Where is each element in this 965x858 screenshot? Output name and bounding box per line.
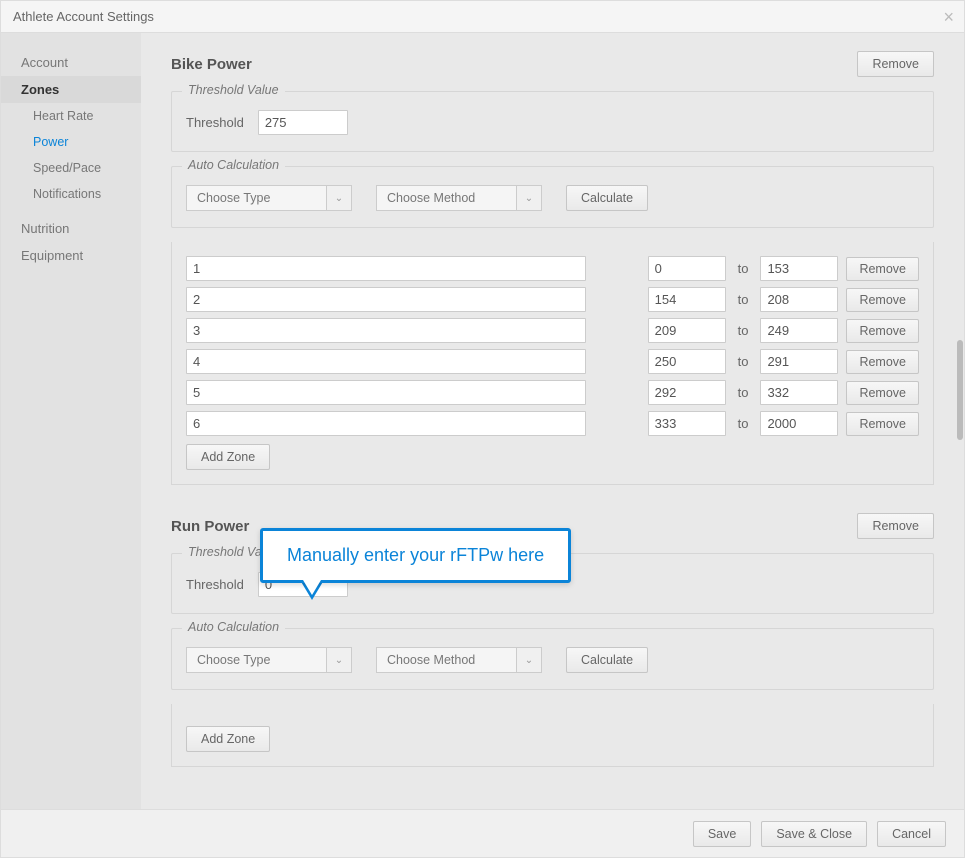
chevron-down-icon: ⌄ bbox=[516, 185, 542, 211]
callout-text: Manually enter your rFTPw here bbox=[287, 545, 544, 565]
autocalc-legend: Auto Calculation bbox=[182, 620, 285, 634]
threshold-label: Threshold bbox=[186, 577, 244, 592]
sidebar-item-notifications[interactable]: Notifications bbox=[1, 181, 141, 207]
autocalc-legend: Auto Calculation bbox=[182, 158, 285, 172]
zone-name-input[interactable] bbox=[186, 287, 586, 312]
zone-name-input[interactable] bbox=[186, 256, 586, 281]
threshold-legend: Threshold Value bbox=[182, 83, 285, 97]
zone-from-input[interactable] bbox=[648, 411, 726, 436]
threshold-label: Threshold bbox=[186, 115, 244, 130]
sidebar-item-account[interactable]: Account bbox=[1, 49, 141, 76]
chevron-down-icon: ⌄ bbox=[516, 647, 542, 673]
modal-title: Athlete Account Settings bbox=[13, 9, 154, 24]
modal-body: Account Zones Heart Rate Power Speed/Pac… bbox=[1, 33, 964, 809]
zone-remove-button[interactable]: Remove bbox=[846, 319, 919, 343]
sidebar-item-speed-pace[interactable]: Speed/Pace bbox=[1, 155, 141, 181]
modal-footer: Save Save & Close Cancel bbox=[1, 809, 964, 857]
choose-type-select[interactable]: Choose Type ⌄ bbox=[186, 185, 352, 211]
zone-from-input[interactable] bbox=[648, 349, 726, 374]
to-label: to bbox=[734, 323, 753, 338]
zone-from-input[interactable] bbox=[648, 287, 726, 312]
zone-name-input[interactable] bbox=[186, 349, 586, 374]
zone-row: to Remove bbox=[186, 380, 919, 405]
bike-calculate-button[interactable]: Calculate bbox=[566, 185, 648, 211]
run-autocalc-row: Choose Type ⌄ Choose Method ⌄ Calculate bbox=[186, 647, 919, 673]
run-zones-list: Add Zone bbox=[171, 704, 934, 767]
zone-name-input[interactable] bbox=[186, 411, 586, 436]
close-icon[interactable]: × bbox=[943, 7, 954, 28]
choose-method-label: Choose Method bbox=[376, 185, 516, 211]
zone-remove-button[interactable]: Remove bbox=[846, 350, 919, 374]
zone-row: to Remove bbox=[186, 349, 919, 374]
zone-from-input[interactable] bbox=[648, 318, 726, 343]
zone-remove-button[interactable]: Remove bbox=[846, 381, 919, 405]
zone-row: to Remove bbox=[186, 256, 919, 281]
zone-row: to Remove bbox=[186, 318, 919, 343]
sidebar-item-nutrition[interactable]: Nutrition bbox=[1, 215, 141, 242]
zone-name-input[interactable] bbox=[186, 318, 586, 343]
choose-type-label: Choose Type bbox=[186, 647, 326, 673]
zone-to-input[interactable] bbox=[760, 256, 838, 281]
run-autocalc-fieldset: Auto Calculation Choose Type ⌄ Choose Me… bbox=[171, 628, 934, 690]
sidebar-item-heart-rate[interactable]: Heart Rate bbox=[1, 103, 141, 129]
content-pane: Bike Power Remove Threshold Value Thresh… bbox=[141, 33, 964, 809]
zone-to-input[interactable] bbox=[760, 380, 838, 405]
bike-threshold-input[interactable] bbox=[258, 110, 348, 135]
zone-row: to Remove bbox=[186, 411, 919, 436]
choose-type-label: Choose Type bbox=[186, 185, 326, 211]
bike-threshold-fieldset: Threshold Value Threshold bbox=[171, 91, 934, 152]
bike-threshold-row: Threshold bbox=[186, 110, 919, 135]
zone-to-input[interactable] bbox=[760, 349, 838, 374]
zone-name-input[interactable] bbox=[186, 380, 586, 405]
zone-remove-button[interactable]: Remove bbox=[846, 257, 919, 281]
chevron-down-icon: ⌄ bbox=[326, 185, 352, 211]
run-power-title: Run Power bbox=[171, 518, 249, 535]
bike-power-header: Bike Power Remove bbox=[171, 51, 934, 77]
save-close-button[interactable]: Save & Close bbox=[761, 821, 867, 847]
to-label: to bbox=[734, 292, 753, 307]
bike-remove-button[interactable]: Remove bbox=[857, 51, 934, 77]
zone-to-input[interactable] bbox=[760, 318, 838, 343]
bike-add-zone-button[interactable]: Add Zone bbox=[186, 444, 270, 470]
to-label: to bbox=[734, 261, 753, 276]
run-add-zone-button[interactable]: Add Zone bbox=[186, 726, 270, 752]
run-calculate-button[interactable]: Calculate bbox=[566, 647, 648, 673]
zone-to-input[interactable] bbox=[760, 411, 838, 436]
zone-remove-button[interactable]: Remove bbox=[846, 288, 919, 312]
bike-autocalc-row: Choose Type ⌄ Choose Method ⌄ Calculate bbox=[186, 185, 919, 211]
zone-from-input[interactable] bbox=[648, 380, 726, 405]
to-label: to bbox=[734, 354, 753, 369]
choose-method-label: Choose Method bbox=[376, 647, 516, 673]
cancel-button[interactable]: Cancel bbox=[877, 821, 946, 847]
zone-row: to Remove bbox=[186, 287, 919, 312]
sidebar-item-power[interactable]: Power bbox=[1, 129, 141, 155]
zone-to-input[interactable] bbox=[760, 287, 838, 312]
to-label: to bbox=[734, 385, 753, 400]
callout-tooltip: Manually enter your rFTPw here bbox=[260, 528, 571, 583]
save-button[interactable]: Save bbox=[693, 821, 752, 847]
settings-modal: Athlete Account Settings × Account Zones… bbox=[0, 0, 965, 858]
sidebar: Account Zones Heart Rate Power Speed/Pac… bbox=[1, 33, 141, 809]
chevron-down-icon: ⌄ bbox=[326, 647, 352, 673]
choose-method-select[interactable]: Choose Method ⌄ bbox=[376, 185, 542, 211]
scrollbar-thumb[interactable] bbox=[957, 340, 963, 440]
zone-remove-button[interactable]: Remove bbox=[846, 412, 919, 436]
sidebar-item-equipment[interactable]: Equipment bbox=[1, 242, 141, 269]
choose-method-select[interactable]: Choose Method ⌄ bbox=[376, 647, 542, 673]
bike-power-section: Bike Power Remove Threshold Value Thresh… bbox=[171, 51, 934, 485]
zone-from-input[interactable] bbox=[648, 256, 726, 281]
bike-power-title: Bike Power bbox=[171, 56, 252, 73]
titlebar: Athlete Account Settings × bbox=[1, 1, 964, 33]
to-label: to bbox=[734, 416, 753, 431]
callout-tail-inner bbox=[303, 580, 321, 595]
bike-autocalc-fieldset: Auto Calculation Choose Type ⌄ Choose Me… bbox=[171, 166, 934, 228]
run-remove-button[interactable]: Remove bbox=[857, 513, 934, 539]
choose-type-select[interactable]: Choose Type ⌄ bbox=[186, 647, 352, 673]
sidebar-item-zones[interactable]: Zones bbox=[1, 76, 141, 103]
bike-zones-list: to Remove to Remove bbox=[171, 242, 934, 485]
